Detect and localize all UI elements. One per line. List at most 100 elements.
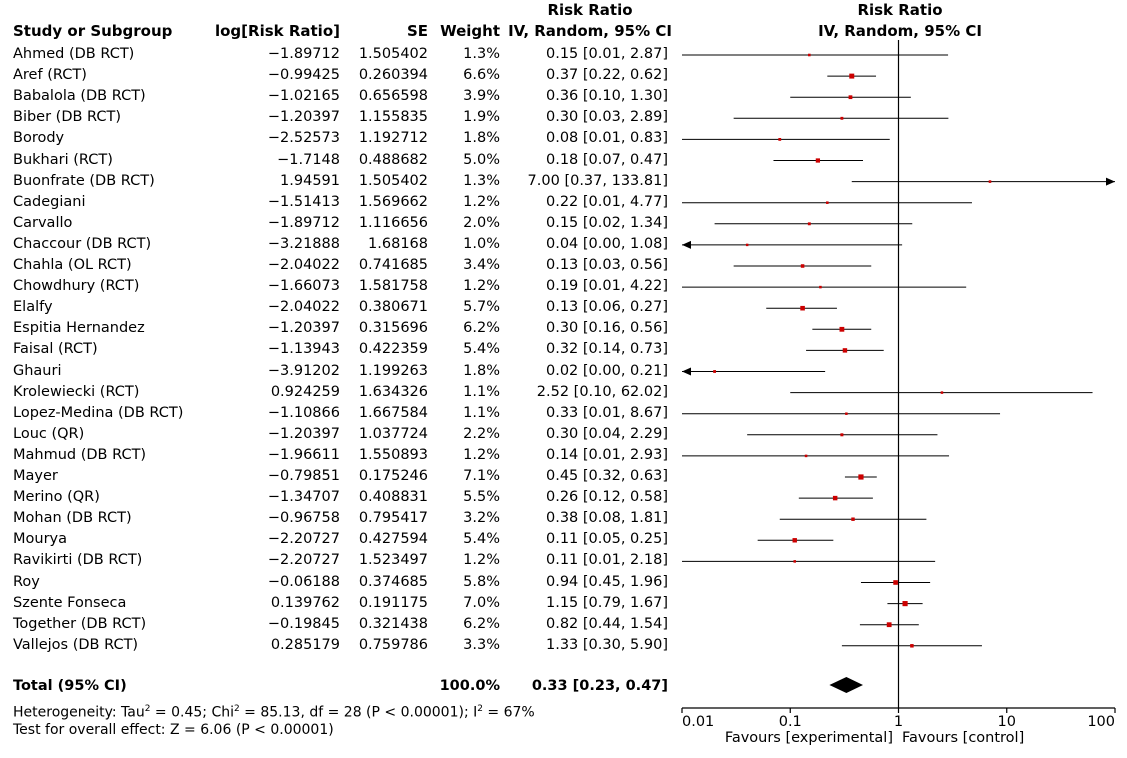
study-name: Merino (QR) [13,489,100,506]
study-se: 1.505402 [358,46,428,62]
study-se: 1.505402 [358,172,428,189]
header-se: SE [406,22,428,40]
point-estimate [988,180,992,183]
study-weight: 7.1% [463,468,500,484]
plot-subtitle: IV, Random, 95% CI [818,22,982,40]
overall-effect-text: Test for overall effect: Z = 6.06 (P < 0… [13,722,334,738]
study-logrr: 0.139762 [270,594,340,611]
study-name: Krolewiecki (RCT) [13,383,140,400]
study-logrr: −1.89712 [267,214,340,231]
study-ci: 0.38 [0.08, 1.81] [546,510,668,527]
study-ci: 7.00 [0.37, 133.81] [527,172,668,189]
study-weight: 1.2% [463,552,500,569]
ci-arrow-left [682,367,691,376]
study-logrr: −1.66073 [267,278,340,295]
study-logrr: −1.13943 [267,341,340,358]
study-se: 1.116656 [358,214,428,231]
study-logrr: −0.19845 [267,615,340,632]
study-logrr: −0.96758 [267,510,340,527]
study-weight: 1.2% [463,446,500,463]
study-logrr: 0.285179 [270,636,340,653]
study-weight: 5.0% [463,151,500,168]
study-ci: 0.15 [0.02, 1.34] [546,214,668,231]
favours-right: Favours [control] [902,730,1025,746]
study-se: 0.191175 [358,594,428,611]
study-name: Cadegiani [13,193,86,210]
point-estimate [832,495,838,501]
study-weight: 7.0% [463,594,500,611]
point-estimate [842,348,848,353]
study-name: Borody [13,130,65,147]
study-logrr: −3.91202 [267,362,340,379]
study-weight: 6.2% [463,320,500,337]
point-estimate [800,305,805,311]
point-estimate [800,264,805,268]
study-logrr: −2.20727 [267,552,340,569]
point-estimate [819,285,822,289]
study-weight: 6.6% [463,67,500,84]
study-se: 0.422359 [358,341,428,358]
pooled-diamond [829,677,864,693]
study-logrr: −0.79851 [267,468,340,484]
study-se: 0.488682 [358,151,428,168]
study-name: Chowdhury (RCT) [13,278,140,295]
study-name: Bukhari (RCT) [13,151,113,168]
study-ci: 0.36 [0.10, 1.30] [546,88,668,105]
study-weight: 5.8% [463,573,500,590]
study-ci: 0.82 [0.44, 1.54] [546,615,668,632]
ci-arrow-right [1106,177,1115,186]
study-logrr: −1.20397 [267,109,340,126]
header-rr-sub: IV, Random, 95% CI [508,22,672,40]
study-name: Espitia Hernandez [13,320,145,337]
point-estimate [793,560,797,563]
study-weight: 5.5% [463,489,500,506]
study-logrr: 1.94591 [280,172,340,189]
point-estimate [839,326,845,332]
point-estimate [940,391,944,394]
study-weight: 1.3% [463,46,500,62]
study-ci: 0.30 [0.16, 0.56] [546,320,668,337]
x-tick-label: 1 [894,714,903,730]
total-weight: 100.0% [439,678,500,694]
study-name: Roy [13,573,40,590]
study-weight: 1.1% [463,404,500,421]
point-estimate [713,370,716,373]
study-name: Ghauri [13,362,62,379]
study-logrr: −3.21888 [267,235,340,252]
study-ci: 0.04 [0.00, 1.08] [546,235,668,252]
study-logrr: −0.99425 [267,67,340,84]
study-logrr: −0.06188 [267,573,340,590]
point-estimate [745,243,749,247]
point-estimate [848,95,853,100]
study-se: 1.523497 [358,552,428,569]
study-name: Lopez-Medina (DB RCT) [13,404,184,421]
study-weight: 1.2% [463,278,500,295]
point-estimate [902,601,908,607]
study-name: Faisal (RCT) [13,341,98,358]
header-logrr: log[Risk Ratio] [214,22,340,40]
study-ci: 0.94 [0.45, 1.96] [546,573,668,590]
study-ci: 0.18 [0.07, 0.47] [546,151,668,168]
study-ci: 0.13 [0.03, 0.56] [546,257,668,273]
x-tick-label: 0.1 [779,714,802,730]
favours-left: Favours [experimental] [724,730,893,746]
study-name: Mahmud (DB RCT) [13,446,147,463]
study-name: Together (DB RCT) [13,615,147,632]
study-se: 0.175246 [358,468,428,484]
study-se: 0.427594 [358,531,428,548]
total-label: Total (95% CI) [13,678,127,694]
study-weight: 1.2% [463,193,500,210]
study-se: 1.569662 [358,193,428,210]
study-weight: 3.4% [463,257,500,273]
study-logrr: −1.20397 [267,320,340,337]
study-name: Mourya [13,531,67,548]
study-ci: 0.11 [0.05, 0.25] [546,531,668,548]
study-name: Buonfrate (DB RCT) [13,172,155,189]
study-logrr: −1.20397 [267,425,340,442]
study-se: 0.315696 [358,320,428,337]
point-estimate [910,644,914,648]
study-weight: 3.3% [463,636,500,653]
study-weight: 2.2% [463,425,500,442]
study-ci: 0.02 [0.00, 0.21] [546,362,668,379]
study-name: Mayer [13,468,58,484]
